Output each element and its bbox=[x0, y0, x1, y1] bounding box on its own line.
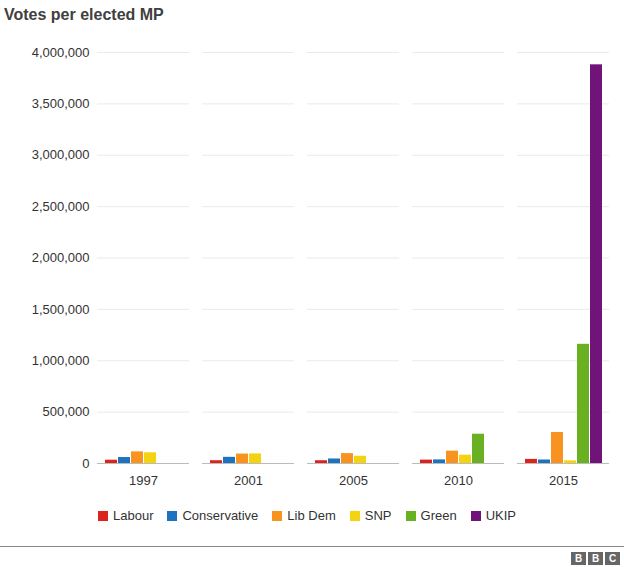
svg-text:500,000: 500,000 bbox=[43, 404, 90, 419]
svg-text:2015: 2015 bbox=[549, 473, 578, 488]
html-text:Labour: Labour bbox=[113, 508, 154, 523]
svg-text:4,000,000: 4,000,000 bbox=[32, 45, 90, 60]
svg-text:0: 0 bbox=[82, 456, 89, 471]
svg-text:2005: 2005 bbox=[339, 473, 368, 488]
svg-text:2,500,000: 2,500,000 bbox=[32, 199, 90, 214]
html-text:C: C bbox=[608, 553, 617, 564]
svg-text:1,000,000: 1,000,000 bbox=[32, 353, 90, 368]
html-text:UKIP: UKIP bbox=[485, 508, 516, 523]
svg-text:2001: 2001 bbox=[234, 473, 263, 488]
html-text:B: B bbox=[574, 553, 583, 564]
html-text:Votes per elected MP: Votes per elected MP bbox=[4, 6, 164, 23]
svg-text:1997: 1997 bbox=[129, 473, 158, 488]
html-text:Lib Dem: Lib Dem bbox=[287, 508, 336, 523]
svg-text:2,000,000: 2,000,000 bbox=[32, 250, 90, 265]
html-text:Green: Green bbox=[420, 508, 457, 523]
html-text:Conservative: Conservative bbox=[182, 508, 259, 523]
svg-text:3,500,000: 3,500,000 bbox=[32, 96, 90, 111]
svg-text:2010: 2010 bbox=[444, 473, 473, 488]
html-text:B: B bbox=[591, 553, 600, 564]
svg-text:3,000,000: 3,000,000 bbox=[32, 147, 90, 162]
svg-text:1,500,000: 1,500,000 bbox=[32, 302, 90, 317]
html-text:SNP: SNP bbox=[364, 508, 392, 523]
